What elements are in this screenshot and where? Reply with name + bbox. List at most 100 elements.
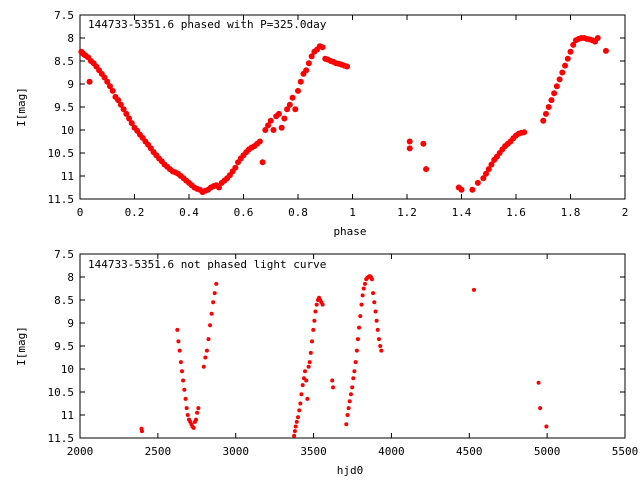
data-point <box>542 110 549 117</box>
data-point <box>275 110 282 117</box>
data-point <box>191 425 196 430</box>
data-point <box>262 127 269 133</box>
data-point <box>281 115 288 122</box>
y-tick-label: 7.5 <box>54 9 74 22</box>
x-tick-label: 4000 <box>378 445 405 458</box>
data-point <box>313 309 318 314</box>
x-tick-label: 0.8 <box>288 206 308 219</box>
data-point <box>373 309 378 314</box>
top-plot-ylabel: I[mag] <box>15 87 28 127</box>
data-point <box>109 87 116 94</box>
data-point <box>372 300 377 305</box>
y-tick-label: 8 <box>67 271 74 284</box>
data-point <box>183 396 188 401</box>
data-point <box>474 179 481 186</box>
data-point <box>256 138 263 145</box>
data-point <box>374 318 379 323</box>
bottom-plot-ticks: 2000 2500 3000 3500 4000 4500 5000 5500 7.5 8 8.5 9… <box>48 248 639 458</box>
data-point <box>212 291 217 296</box>
data-point <box>115 97 122 104</box>
data-point <box>308 53 315 60</box>
data-point <box>306 364 311 369</box>
data-point <box>376 337 381 342</box>
data-point <box>551 90 558 97</box>
data-point <box>488 161 495 168</box>
y-tick-label: 11 <box>61 170 74 183</box>
data-point <box>562 62 569 69</box>
y-tick-label: 10.5 <box>48 386 75 399</box>
y-tick-label: 9.5 <box>54 340 74 353</box>
y-tick-label: 9 <box>67 78 74 91</box>
data-point <box>471 287 476 292</box>
data-point <box>308 350 313 355</box>
data-point <box>314 302 319 307</box>
data-point <box>347 399 352 404</box>
data-point <box>361 286 366 291</box>
data-point <box>344 422 349 427</box>
data-point <box>298 401 303 406</box>
data-point <box>319 44 326 51</box>
data-point <box>310 339 315 344</box>
data-point <box>564 55 571 62</box>
data-point <box>304 378 309 383</box>
data-point <box>182 387 187 392</box>
data-point <box>177 348 182 353</box>
x-tick-label: 4500 <box>456 445 483 458</box>
data-point <box>104 78 111 85</box>
data-point <box>371 291 376 296</box>
top-phased-plot: 0 0.2 0.4 0.6 0.8 1 1.2 1.4 1.6 1.8 2 7.5 8 8.5 9 9.5 10… <box>15 9 628 238</box>
data-point <box>206 337 211 342</box>
data-point <box>176 339 181 344</box>
data-point <box>123 110 130 117</box>
data-point <box>185 413 190 417</box>
top-plot-points <box>78 35 609 196</box>
data-point <box>351 376 356 381</box>
y-tick-label: 8.5 <box>54 55 74 68</box>
data-point <box>204 348 209 353</box>
data-point <box>357 325 362 330</box>
data-point <box>139 429 144 434</box>
data-point <box>292 429 297 434</box>
data-point <box>348 392 353 397</box>
data-point <box>270 127 277 133</box>
data-point <box>545 104 552 110</box>
data-point <box>175 327 180 332</box>
data-point <box>352 369 357 374</box>
top-plot-frame <box>79 14 626 200</box>
data-point <box>567 48 574 55</box>
data-point <box>294 419 299 424</box>
data-point <box>292 106 299 113</box>
data-point <box>215 184 222 191</box>
data-point <box>208 323 213 328</box>
data-point <box>286 101 293 108</box>
y-tick-label: 9 <box>67 317 74 330</box>
top-plot-xlabel: phase <box>333 225 366 238</box>
x-tick-label: 2000 <box>67 445 94 458</box>
data-point <box>303 67 310 74</box>
data-point <box>544 424 549 429</box>
data-point <box>305 60 312 67</box>
data-point <box>521 129 528 136</box>
data-point <box>458 186 465 193</box>
data-point <box>201 364 206 369</box>
data-point <box>540 117 547 124</box>
y-tick-label: 7.5 <box>54 248 74 261</box>
data-point <box>303 369 308 374</box>
data-point <box>178 360 183 365</box>
data-point <box>344 63 351 70</box>
data-point <box>295 87 301 94</box>
bottom-plot-points <box>139 274 549 438</box>
data-point <box>312 318 317 323</box>
data-point <box>406 138 413 145</box>
data-point <box>354 348 359 353</box>
y-tick-label: 11.5 <box>48 193 75 206</box>
y-tick-label: 8.5 <box>54 294 74 307</box>
data-point <box>267 117 274 124</box>
data-point <box>297 78 304 85</box>
data-point <box>355 337 360 342</box>
data-point <box>556 76 563 83</box>
data-point <box>196 406 201 411</box>
x-tick-label: 3500 <box>300 445 327 458</box>
data-point <box>469 186 476 193</box>
x-tick-label: 5000 <box>534 445 561 458</box>
